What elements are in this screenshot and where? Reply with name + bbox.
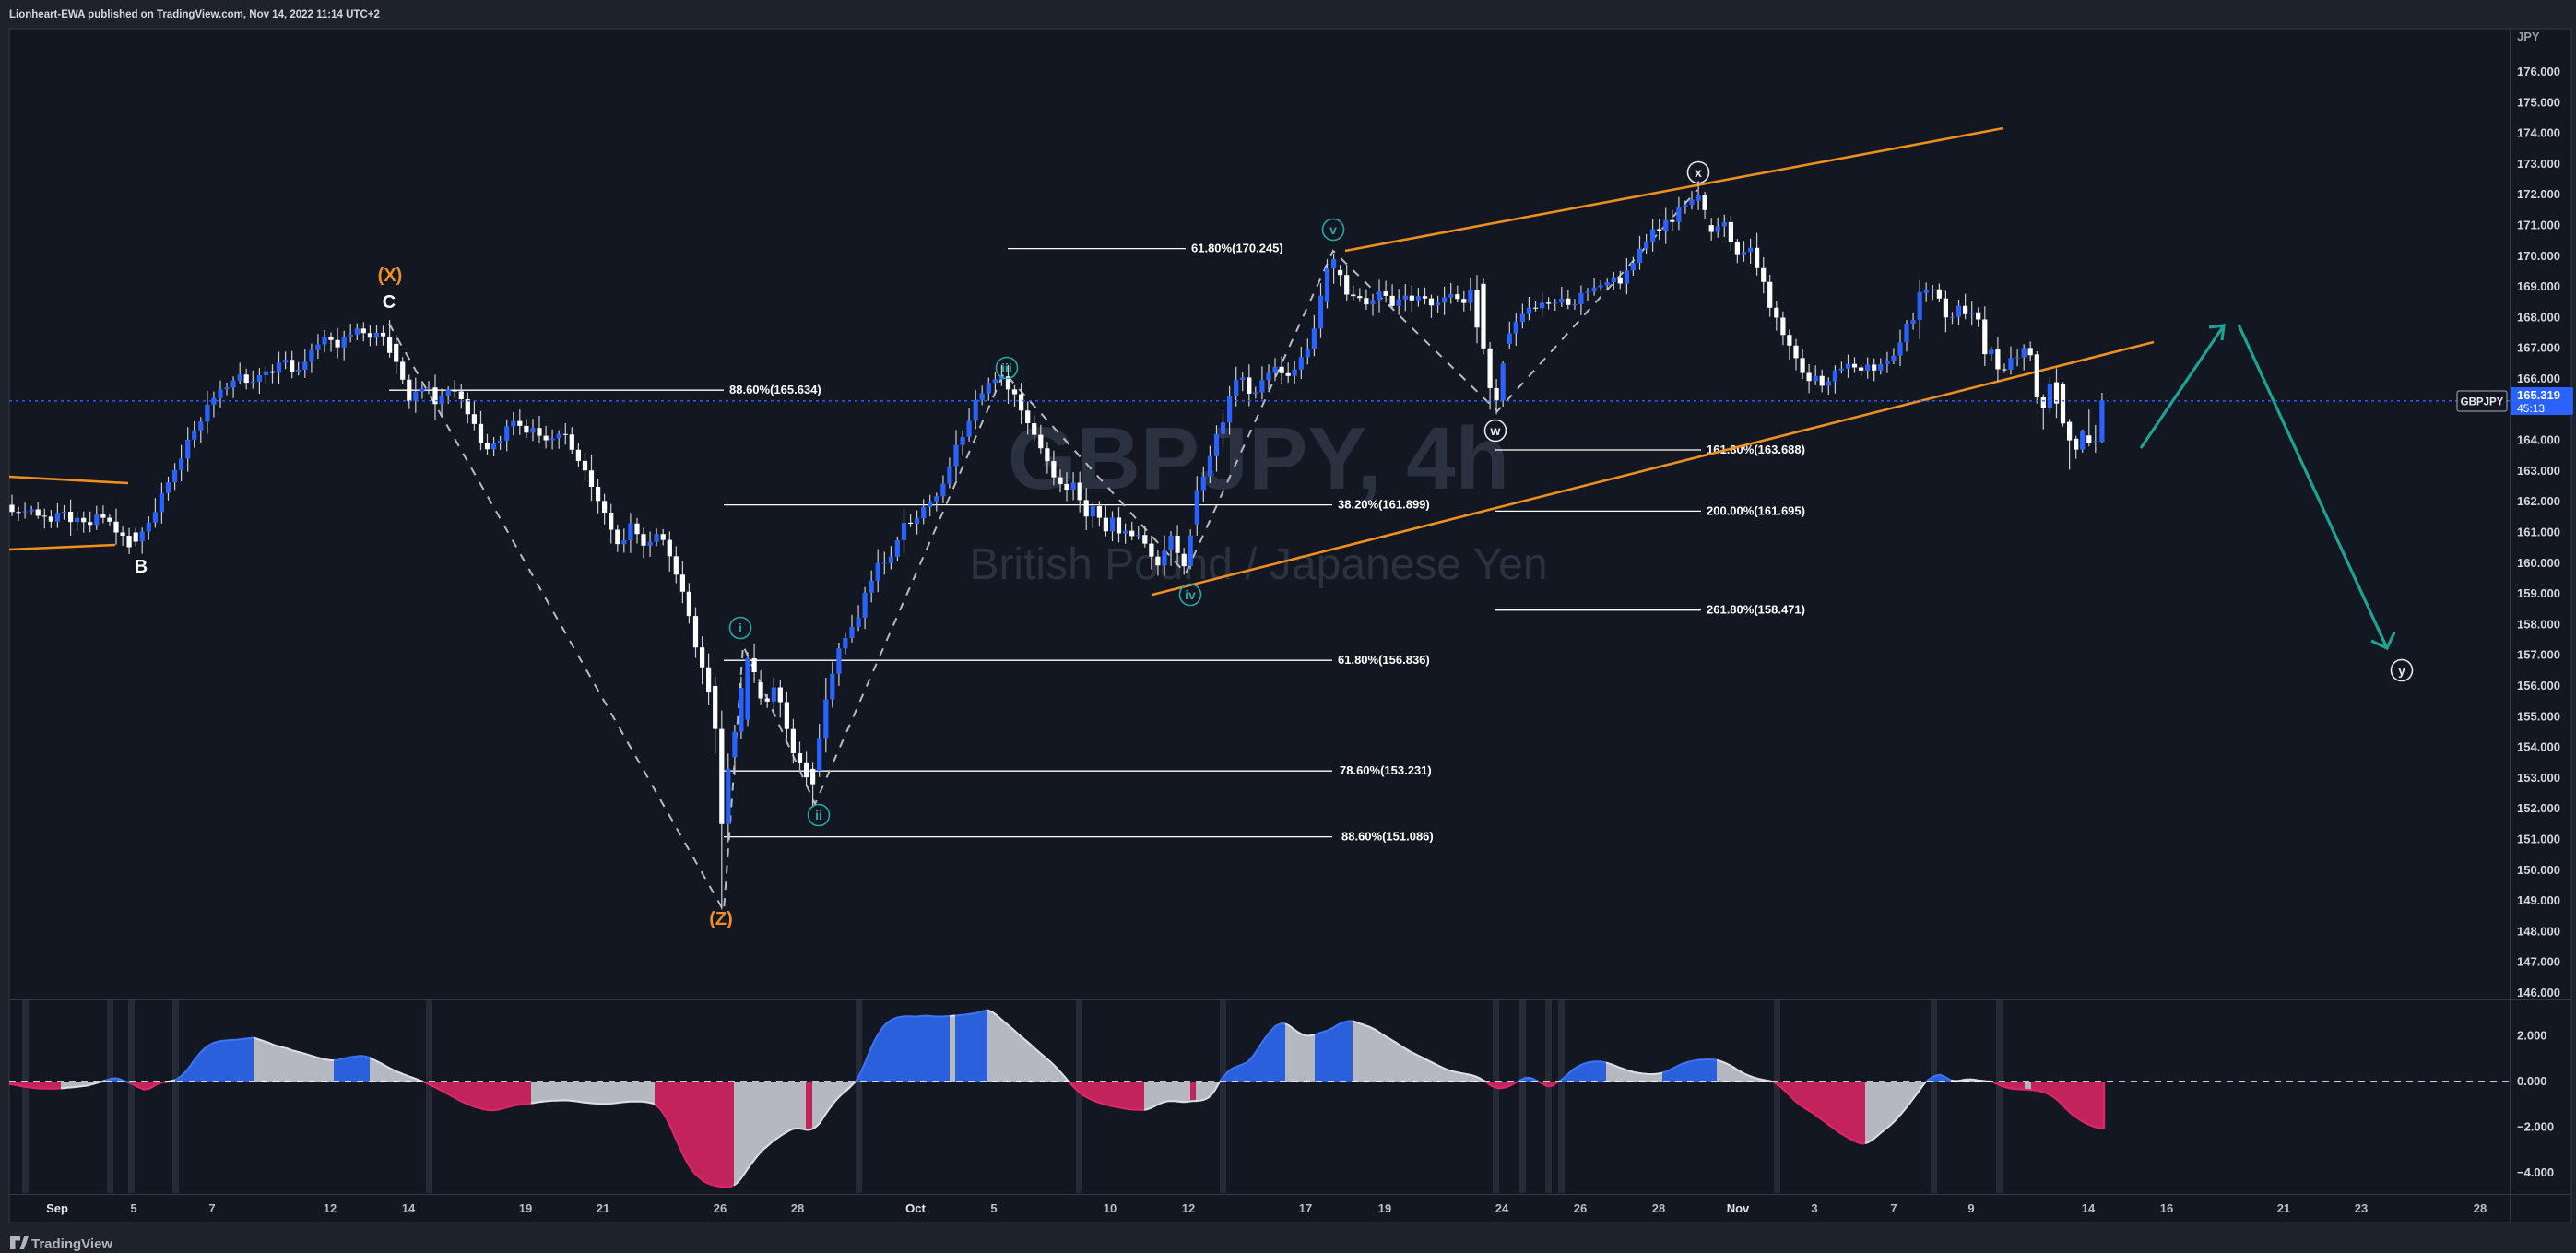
svg-text:C: C bbox=[383, 292, 396, 313]
svg-text:−4.000: −4.000 bbox=[2517, 1165, 2554, 1179]
svg-text:−2.000: −2.000 bbox=[2517, 1120, 2554, 1134]
svg-text:16: 16 bbox=[2160, 1201, 2173, 1215]
svg-text:12: 12 bbox=[1182, 1201, 1195, 1215]
svg-text:Nov: Nov bbox=[1727, 1201, 1750, 1215]
svg-text:78.60%(153.231): 78.60%(153.231) bbox=[1340, 763, 1432, 777]
svg-text:155.000: 155.000 bbox=[2517, 709, 2560, 723]
svg-text:Lionheart-EWA published on Tra: Lionheart-EWA published on TradingView.c… bbox=[9, 9, 380, 20]
svg-text:24: 24 bbox=[1495, 1201, 1509, 1215]
svg-text:168.000: 168.000 bbox=[2517, 310, 2560, 324]
svg-text:17: 17 bbox=[1299, 1201, 1312, 1215]
svg-text:9: 9 bbox=[1967, 1201, 1974, 1215]
svg-text:176.000: 176.000 bbox=[2517, 65, 2560, 78]
svg-text:151.000: 151.000 bbox=[2517, 833, 2560, 846]
svg-text:148.000: 148.000 bbox=[2517, 924, 2560, 938]
svg-text:170.000: 170.000 bbox=[2517, 249, 2560, 263]
svg-text:167.000: 167.000 bbox=[2517, 341, 2560, 355]
svg-text:162.000: 162.000 bbox=[2517, 494, 2560, 508]
svg-text:161.80%(163.688): 161.80%(163.688) bbox=[1707, 443, 1805, 456]
svg-text:21: 21 bbox=[597, 1201, 609, 1215]
svg-text:(X): (X) bbox=[378, 266, 403, 286]
svg-text:26: 26 bbox=[714, 1201, 727, 1215]
svg-text:British Pound / Japanese Yen: British Pound / Japanese Yen bbox=[969, 540, 1547, 589]
svg-text:261.80%(158.471): 261.80%(158.471) bbox=[1707, 603, 1805, 617]
svg-text:165.319: 165.319 bbox=[2517, 388, 2560, 402]
svg-text:26: 26 bbox=[1574, 1201, 1587, 1215]
svg-text:38.20%(161.899): 38.20%(161.899) bbox=[1338, 498, 1430, 512]
svg-text:174.000: 174.000 bbox=[2517, 126, 2560, 140]
svg-text:iii: iii bbox=[1001, 361, 1012, 375]
svg-text:153.000: 153.000 bbox=[2517, 771, 2560, 785]
svg-text:x: x bbox=[1695, 165, 1702, 180]
svg-text:161.000: 161.000 bbox=[2517, 526, 2560, 539]
svg-text:2.000: 2.000 bbox=[2517, 1028, 2547, 1042]
svg-text:w: w bbox=[1490, 423, 1501, 438]
svg-text:152.000: 152.000 bbox=[2517, 801, 2560, 815]
svg-text:175.000: 175.000 bbox=[2517, 95, 2560, 109]
svg-text:14: 14 bbox=[2082, 1201, 2096, 1215]
svg-text:150.000: 150.000 bbox=[2517, 863, 2560, 877]
svg-text:45:13: 45:13 bbox=[2517, 402, 2545, 415]
svg-text:7: 7 bbox=[208, 1201, 215, 1215]
svg-text:y: y bbox=[2398, 663, 2405, 678]
svg-text:GBPJPY, 4h: GBPJPY, 4h bbox=[1008, 409, 1509, 508]
svg-text:147.000: 147.000 bbox=[2517, 955, 2560, 969]
svg-text:28: 28 bbox=[791, 1201, 804, 1215]
svg-text:(Z): (Z) bbox=[709, 909, 733, 929]
svg-text:Oct: Oct bbox=[905, 1201, 926, 1215]
svg-text:146.000: 146.000 bbox=[2517, 986, 2560, 999]
svg-text:23: 23 bbox=[2355, 1201, 2368, 1215]
svg-text:14: 14 bbox=[402, 1201, 416, 1215]
svg-text:10: 10 bbox=[1104, 1201, 1117, 1215]
svg-text:171.000: 171.000 bbox=[2517, 219, 2560, 232]
svg-text:5: 5 bbox=[130, 1201, 136, 1215]
svg-text:166.000: 166.000 bbox=[2517, 372, 2560, 385]
svg-text:163.000: 163.000 bbox=[2517, 464, 2560, 478]
svg-text:iv: iv bbox=[1185, 587, 1196, 602]
svg-text:164.000: 164.000 bbox=[2517, 433, 2560, 447]
svg-text:GBPJPY: GBPJPY bbox=[2461, 397, 2504, 408]
svg-text:Sep: Sep bbox=[46, 1201, 68, 1215]
svg-text:12: 12 bbox=[324, 1201, 337, 1215]
svg-text:172.000: 172.000 bbox=[2517, 187, 2560, 201]
svg-text:19: 19 bbox=[1378, 1201, 1391, 1215]
svg-text:156.000: 156.000 bbox=[2517, 679, 2560, 692]
svg-text:28: 28 bbox=[1652, 1201, 1665, 1215]
svg-text:169.000: 169.000 bbox=[2517, 279, 2560, 293]
svg-text:5: 5 bbox=[990, 1201, 997, 1215]
svg-text:v: v bbox=[1329, 222, 1337, 237]
svg-text:3: 3 bbox=[1811, 1201, 1817, 1215]
svg-text:157.000: 157.000 bbox=[2517, 648, 2560, 662]
svg-text:61.80%(170.245): 61.80%(170.245) bbox=[1191, 242, 1283, 255]
svg-text:B: B bbox=[135, 557, 148, 577]
svg-text:19: 19 bbox=[519, 1201, 532, 1215]
svg-text:7: 7 bbox=[1890, 1201, 1897, 1215]
svg-text:160.000: 160.000 bbox=[2517, 556, 2560, 570]
svg-text:i: i bbox=[739, 621, 742, 635]
svg-text:21: 21 bbox=[2277, 1201, 2290, 1215]
svg-text:88.60%(151.086): 88.60%(151.086) bbox=[1341, 830, 1434, 844]
svg-text:88.60%(165.634): 88.60%(165.634) bbox=[729, 383, 821, 396]
svg-text:61.80%(156.836): 61.80%(156.836) bbox=[1338, 653, 1430, 667]
svg-text:154.000: 154.000 bbox=[2517, 740, 2560, 754]
svg-text:200.00%(161.695): 200.00%(161.695) bbox=[1707, 503, 1805, 517]
svg-text:0.000: 0.000 bbox=[2517, 1074, 2547, 1088]
svg-text:149.000: 149.000 bbox=[2517, 893, 2560, 907]
svg-text:ii: ii bbox=[815, 808, 822, 822]
svg-text:JPY: JPY bbox=[2517, 30, 2540, 43]
svg-text:TradingView: TradingView bbox=[31, 1236, 112, 1252]
svg-text:159.000: 159.000 bbox=[2517, 586, 2560, 600]
svg-text:173.000: 173.000 bbox=[2517, 157, 2560, 171]
svg-text:28: 28 bbox=[2474, 1201, 2487, 1215]
svg-text:158.000: 158.000 bbox=[2517, 617, 2560, 631]
